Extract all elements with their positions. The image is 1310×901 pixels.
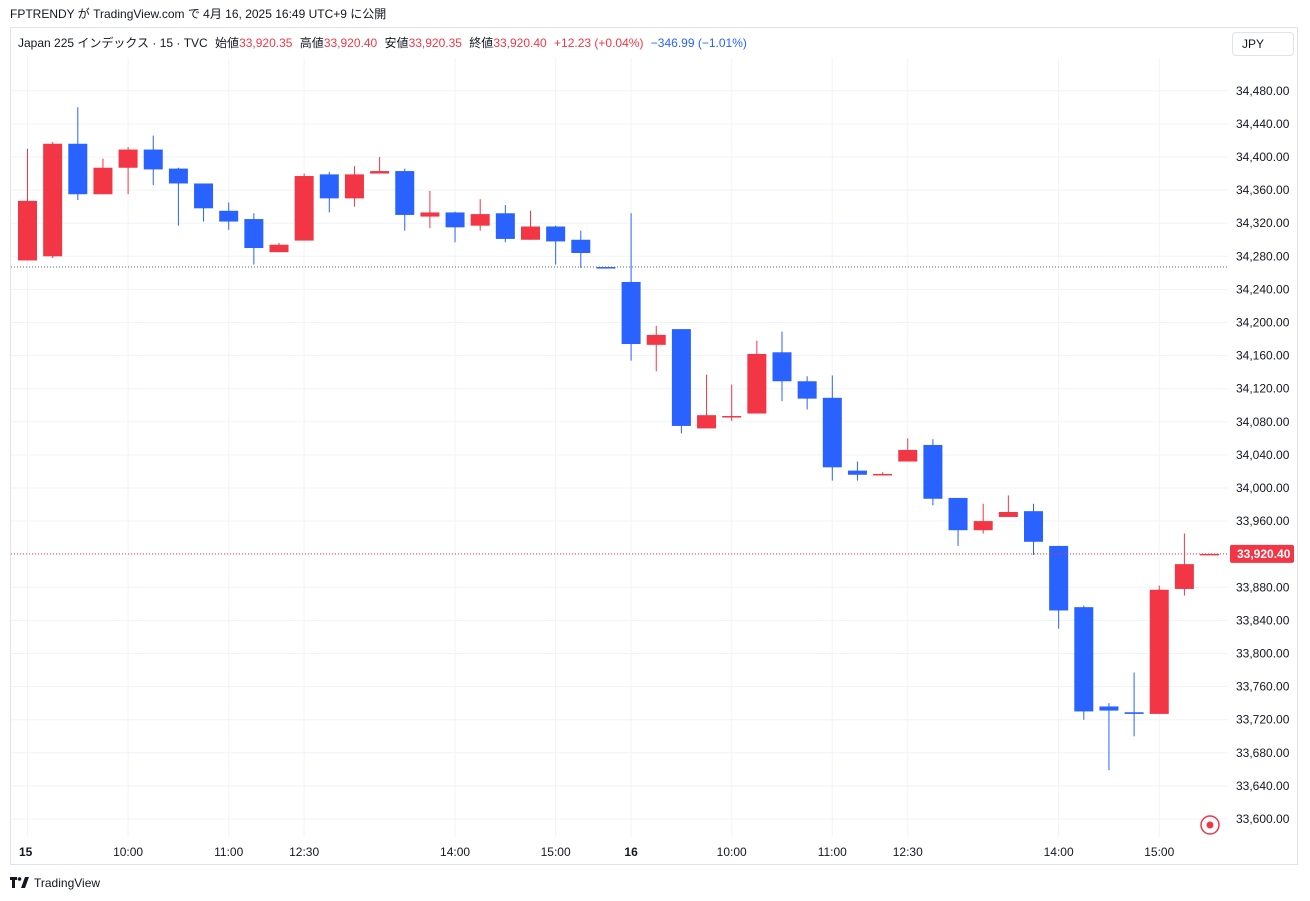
high-label: 高値 — [299, 36, 324, 50]
open-value: 33,920.35 — [239, 36, 293, 50]
footer-brand[interactable]: TradingView — [10, 876, 100, 890]
publisher-line: FPTRENDY が TradingView.com で 4月 16, 2025… — [10, 7, 387, 21]
chart-frame — [10, 27, 1298, 865]
low-value: 33,920.35 — [408, 36, 462, 50]
close-value: 33,920.40 — [493, 36, 547, 50]
currency-button[interactable]: JPY — [1232, 32, 1294, 56]
low-label: 安値 — [384, 36, 409, 50]
high-value: 33,920.40 — [323, 36, 378, 50]
tradingview-logo-icon — [10, 877, 29, 888]
close-label: 終値 — [469, 36, 494, 50]
footer-brand-label: TradingView — [34, 876, 101, 890]
open-label: 始値 — [215, 36, 240, 50]
ohlc-legend: Japan 225 インデックス · 15 · TVC 始値33,920.35 … — [18, 34, 751, 51]
change-value: +12.23 (+0.04%) — [554, 36, 644, 50]
session-change-value: −346.99 (−1.01%) — [650, 36, 747, 50]
symbol-label[interactable]: Japan 225 インデックス · 15 · TVC — [18, 36, 208, 50]
